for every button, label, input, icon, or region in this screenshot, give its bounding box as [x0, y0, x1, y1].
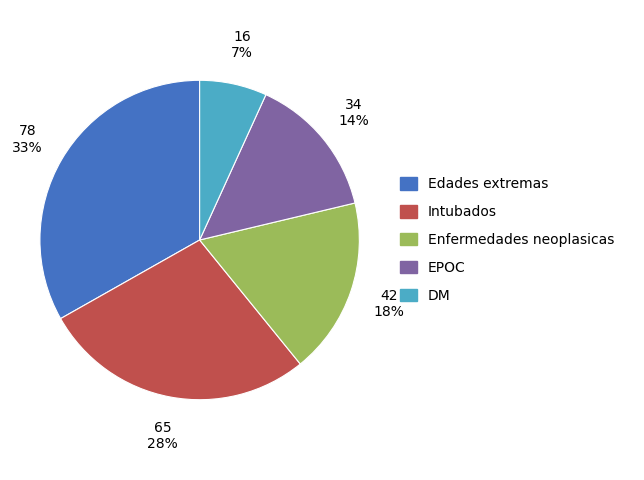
Wedge shape — [200, 95, 355, 240]
Text: 16
7%: 16 7% — [231, 30, 253, 60]
Text: 42
18%: 42 18% — [374, 289, 404, 319]
Wedge shape — [200, 203, 359, 364]
Text: 65
28%: 65 28% — [147, 421, 178, 451]
Wedge shape — [40, 80, 200, 319]
Wedge shape — [61, 240, 300, 400]
Text: 34
14%: 34 14% — [339, 98, 369, 128]
Text: 78
33%: 78 33% — [12, 124, 43, 155]
Wedge shape — [200, 80, 266, 240]
Legend: Edades extremas, Intubados, Enfermedades neoplasicas, EPOC, DM: Edades extremas, Intubados, Enfermedades… — [393, 170, 621, 310]
